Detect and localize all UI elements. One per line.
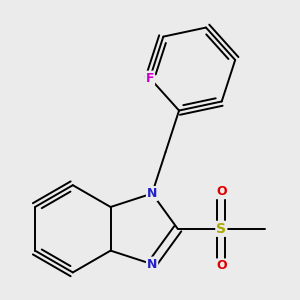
Text: F: F bbox=[146, 72, 154, 85]
Text: O: O bbox=[216, 260, 227, 272]
Text: S: S bbox=[216, 222, 226, 236]
Text: O: O bbox=[216, 185, 227, 198]
Text: N: N bbox=[147, 258, 157, 271]
Text: N: N bbox=[147, 187, 157, 200]
